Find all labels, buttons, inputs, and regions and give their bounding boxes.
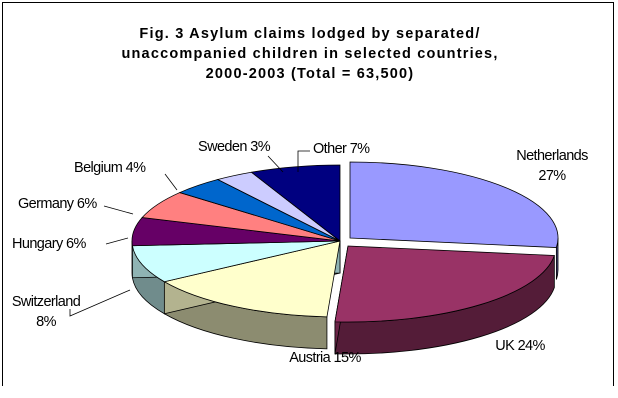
slice-austria bbox=[163, 240, 341, 318]
slice-uk bbox=[334, 245, 555, 323]
leader-line bbox=[164, 173, 178, 191]
leader-line bbox=[69, 289, 131, 317]
label-hungary: Hungary 6% bbox=[12, 236, 86, 252]
leader-line bbox=[297, 150, 310, 172]
label-other: Other 7% bbox=[313, 141, 370, 157]
label-belgium: Belgium 4% bbox=[74, 160, 146, 176]
bottom-whitespace bbox=[0, 386, 618, 398]
chart-title: Fig. 3 Asylum claims lodged by separated… bbox=[121, 26, 499, 82]
label-austria: Austria 15% bbox=[289, 350, 361, 366]
label-switzerland: Switzerland 8% bbox=[12, 294, 81, 330]
label-netherlands: Netherlands 27% bbox=[516, 148, 588, 184]
slice-switzerland bbox=[131, 240, 341, 283]
leader-line bbox=[267, 155, 284, 173]
leader-line bbox=[105, 237, 129, 245]
slice-netherlands bbox=[349, 161, 559, 248]
label-sweden: Sweden 3% bbox=[198, 139, 271, 155]
label-uk: UK 24% bbox=[495, 338, 545, 354]
slice-other bbox=[250, 164, 341, 242]
label-germany: Germany 6% bbox=[18, 196, 97, 212]
leader-line bbox=[103, 205, 134, 215]
